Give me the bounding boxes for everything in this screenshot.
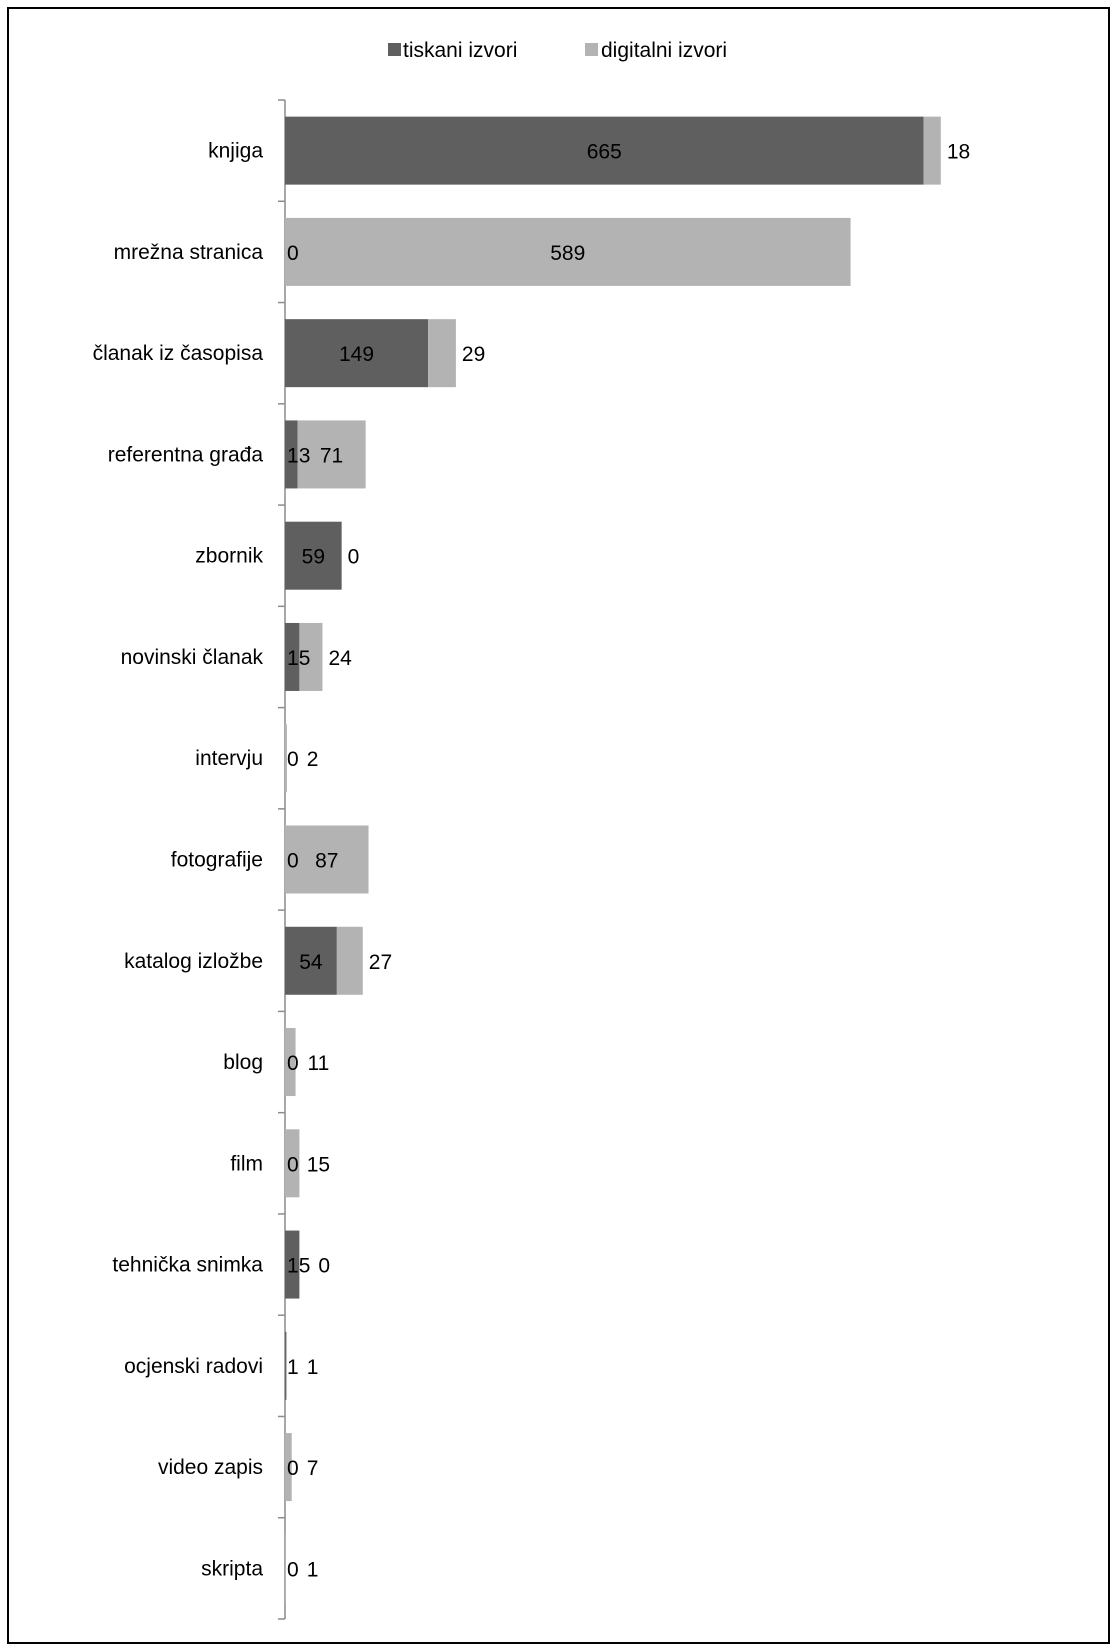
data-label-tiskani-izvori: 0 bbox=[287, 748, 299, 771]
bar-digitalni-izvori bbox=[299, 622, 323, 691]
data-label-tiskani-izvori: 0 bbox=[287, 850, 299, 873]
bar-digitalni-izvori bbox=[285, 1331, 287, 1400]
legend-label-tiskani: tiskani izvori bbox=[403, 39, 517, 62]
bar-tiskani-izvori bbox=[285, 1331, 286, 1400]
category-label: knjiga bbox=[208, 140, 263, 163]
category-label: novinski članak bbox=[121, 646, 264, 669]
bar-digitalni-izvori bbox=[285, 1028, 296, 1097]
bar-digitalni-izvori bbox=[285, 1433, 292, 1502]
data-label-digitalni-izvori: 24 bbox=[328, 647, 352, 670]
bar-tiskani-izvori bbox=[285, 622, 300, 691]
bar-digitalni-izvori bbox=[285, 1534, 286, 1603]
category-label: blog bbox=[223, 1051, 263, 1074]
bar-digitalni-izvori bbox=[285, 825, 369, 894]
data-label-tiskani-izvori: 15 bbox=[287, 647, 310, 670]
bar-digitalni-izvori bbox=[297, 420, 366, 489]
legend-label-digitalni: digitalni izvori bbox=[601, 39, 727, 62]
category-label: članak iz časopisa bbox=[93, 342, 264, 365]
data-label-digitalni-izvori: 71 bbox=[320, 444, 343, 467]
bar-digitalni-izvori bbox=[336, 926, 363, 995]
category-label: fotografije bbox=[171, 849, 263, 872]
data-label-digitalni-izvori: 589 bbox=[550, 242, 585, 265]
data-label-digitalni-izvori: 1 bbox=[307, 1558, 319, 1581]
category-label: katalog izložbe bbox=[124, 950, 263, 973]
category-label: zbornik bbox=[195, 545, 263, 568]
category-label: ocjenski radovi bbox=[124, 1355, 263, 1378]
bars bbox=[285, 116, 941, 1603]
data-label-digitalni-izvori: 11 bbox=[307, 1052, 329, 1075]
bar-tiskani-izvori bbox=[285, 521, 342, 590]
data-label-digitalni-izvori: 7 bbox=[307, 1457, 319, 1480]
data-label-digitalni-izvori: 29 bbox=[462, 343, 485, 366]
category-label: film bbox=[230, 1152, 263, 1175]
data-label-tiskani-izvori: 15 bbox=[287, 1255, 310, 1278]
legend-swatch-digitalni bbox=[585, 43, 598, 56]
legend-swatch-tiskani bbox=[388, 43, 401, 56]
bar-digitalni-izvori bbox=[285, 217, 851, 286]
data-label-tiskani-izvori: 0 bbox=[287, 242, 299, 265]
data-label-digitalni-izvori: 18 bbox=[947, 141, 970, 164]
data-label-tiskani-izvori: 0 bbox=[287, 1457, 299, 1480]
category-label: video zapis bbox=[158, 1456, 263, 1479]
data-label-digitalni-izvori: 0 bbox=[348, 546, 360, 569]
data-label-tiskani-izvori: 149 bbox=[339, 343, 374, 366]
bar-digitalni-izvori bbox=[428, 319, 456, 388]
data-label-tiskani-izvori: 0 bbox=[287, 1153, 299, 1176]
bar-tiskani-izvori bbox=[285, 420, 298, 489]
data-label-tiskani-izvori: 13 bbox=[287, 444, 310, 467]
category-axis: knjiga mrežna stranica članak iz časopisa r… bbox=[93, 99, 286, 1620]
data-label-tiskani-izvori: 665 bbox=[587, 141, 622, 164]
data-label-digitalni-izvori: 27 bbox=[369, 951, 392, 974]
category-label: intervju bbox=[195, 747, 263, 770]
bar-tiskani-izvori bbox=[285, 319, 429, 388]
data-label-tiskani-izvori: 59 bbox=[302, 546, 325, 569]
bar-digitalni-izvori bbox=[285, 1129, 300, 1198]
data-label-tiskani-izvori: 0 bbox=[287, 1558, 299, 1581]
data-label-digitalni-izvori: 1 bbox=[307, 1356, 319, 1379]
bar-tiskani-izvori bbox=[285, 926, 337, 995]
data-label-digitalni-izvori: 15 bbox=[307, 1153, 330, 1176]
category-label: mrežna stranica bbox=[114, 241, 264, 264]
data-label-tiskani-izvori: 0 bbox=[287, 1052, 299, 1075]
legend: tiskani izvori digitalni izvori bbox=[388, 39, 727, 62]
bar-tiskani-izvori bbox=[285, 116, 924, 185]
bar-digitalni-izvori bbox=[285, 724, 287, 793]
data-label-digitalni-izvori: 0 bbox=[318, 1255, 330, 1278]
data-label-tiskani-izvori: 54 bbox=[299, 951, 323, 974]
category-label: referentna građa bbox=[108, 443, 264, 466]
bar-digitalni-izvori bbox=[923, 116, 941, 185]
category-label: skripta bbox=[201, 1557, 263, 1580]
data-label-digitalni-izvori: 87 bbox=[315, 850, 338, 873]
category-label: tehnička snimka bbox=[112, 1254, 263, 1277]
bar-tiskani-izvori bbox=[285, 1230, 300, 1299]
data-label-digitalni-izvori: 2 bbox=[307, 748, 319, 771]
data-label-tiskani-izvori: 1 bbox=[287, 1356, 299, 1379]
